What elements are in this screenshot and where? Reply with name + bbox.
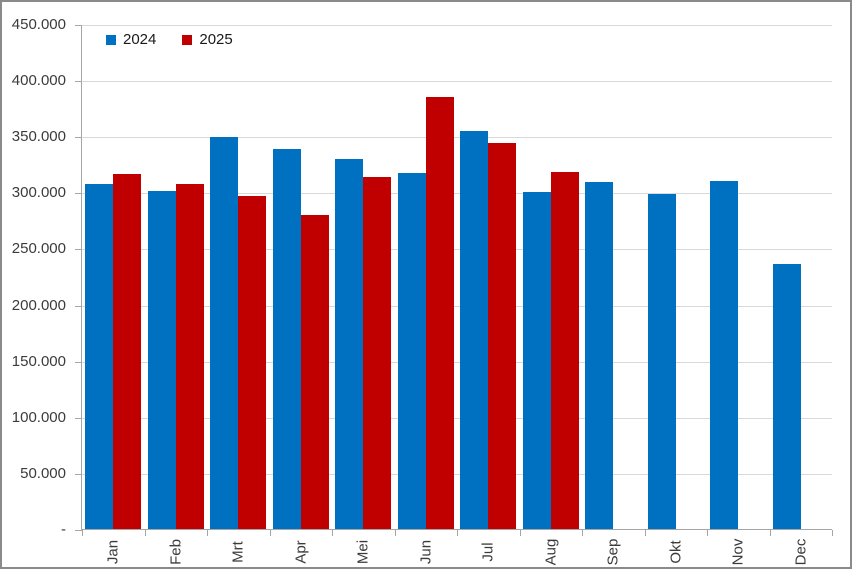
y-axis-tick-label: 300.000 [11,184,66,202]
x-axis-label: Mrt [207,533,270,571]
legend-swatch-icon [182,34,193,45]
x-axis-label-text: Jan [104,539,122,565]
x-axis-tick [582,530,583,536]
bar-2024-dec[interactable] [772,264,801,529]
legend-swatch-icon [106,34,116,45]
y-axis-tick-label: 50.000 [20,464,66,482]
x-axis-label-text: Sep [604,538,622,566]
x-axis-label-text: Apr [292,540,310,564]
y-axis-line [81,25,82,530]
x-axis-label-text: Dec [792,538,810,566]
x-axis-label: Okt [645,533,708,571]
x-axis-label-text: Mrt [229,541,247,563]
bar-2025-mei[interactable] [363,177,391,529]
bar-2024-sep[interactable] [585,182,613,529]
x-axis-label-text: Nov [729,538,747,566]
y-axis-tick [75,25,82,26]
x-axis-label-text: Jul [479,542,497,562]
x-axis-label-text: Jun [417,539,435,565]
bar-2025-feb[interactable] [175,183,204,529]
x-axis-line [82,529,832,530]
x-axis-tick [394,530,396,536]
gridline [82,81,832,83]
gridline [82,137,832,139]
x-axis-tick [332,530,333,536]
x-axis-tick [269,530,271,536]
x-axis-label: Jun [395,533,458,571]
y-axis-tick-label: 250.000 [11,240,66,258]
bar-2024-feb[interactable] [147,191,176,529]
bar-2024-okt[interactable] [647,194,676,529]
x-axis-label-text: Feb [167,539,185,565]
y-axis-tick-label: 150.000 [11,352,66,370]
bar-2025-jun[interactable] [425,96,454,529]
x-axis-label: Nov [707,533,770,571]
x-axis-label: Sep [582,533,645,571]
y-axis-tick-label: - [61,521,66,538]
y-axis-tick-label: 200.000 [11,296,66,314]
y-axis-tick [75,137,82,139]
x-axis-tick [707,530,708,536]
legend-label: 2024 [123,31,157,48]
gridline [82,305,832,307]
legend: 2024 2025 [106,31,233,48]
gridline [82,249,832,251]
bar-2024-jan[interactable] [85,184,113,529]
bar-2024-apr[interactable] [272,149,301,529]
y-axis-tick [75,473,82,475]
bar-2024-mrt[interactable] [210,136,238,529]
bar-2025-mrt[interactable] [238,195,266,529]
bar-2025-aug[interactable] [550,172,579,529]
y-axis-tick-label: 100.000 [11,408,66,426]
gridline [82,473,832,475]
bar-2025-jul[interactable] [488,142,516,529]
y-axis-tick [75,193,82,195]
x-axis-tick [832,530,833,536]
y-axis-tick [75,305,82,307]
legend-item-2025[interactable]: 2025 [182,31,233,48]
bar-2025-apr[interactable] [300,214,329,529]
y-axis-tick-label: 400.000 [11,72,66,90]
x-axis-label-text: Okt [667,540,685,564]
bar-2024-jul[interactable] [460,130,488,529]
x-axis-label: Aug [520,533,583,571]
bar-2024-jun[interactable] [397,172,426,529]
plot-area [81,25,832,530]
x-axis-tick [519,530,521,536]
y-axis-tick [75,249,82,251]
y-axis-tick [75,417,82,419]
bar-2024-nov[interactable] [710,180,738,529]
x-axis-label: Apr [270,533,333,571]
bar-2024-mei[interactable] [335,158,363,529]
gridline [82,417,832,419]
legend-label: 2025 [199,31,233,48]
x-axis-label: Jul [457,533,520,571]
x-axis-label-text: Aug [542,538,560,566]
gridline [82,25,832,26]
bar-2024-aug[interactable] [522,192,551,529]
x-axis-tick [644,530,646,536]
y-axis-tick [75,361,82,363]
x-axis-tick [769,530,771,536]
x-axis-label: Mei [332,533,395,571]
x-axis-tick [457,530,458,536]
x-axis-label-text: Mei [354,539,372,565]
y-axis-tick-label: 350.000 [11,128,66,146]
gridline [82,361,832,363]
x-axis-label: Dec [770,533,833,571]
x-axis-label: Feb [145,533,208,571]
y-axis-tick [75,530,82,531]
x-axis-tick [207,530,208,536]
bar-2025-jan[interactable] [113,173,141,529]
x-axis-label: Jan [82,533,145,571]
y-axis-tick [75,81,82,83]
x-axis-tick [82,530,83,536]
x-axis-tick [144,530,146,536]
y-axis-tick-label: 450.000 [11,16,66,33]
legend-item-2024[interactable]: 2024 [106,31,156,48]
gridline [82,193,832,195]
